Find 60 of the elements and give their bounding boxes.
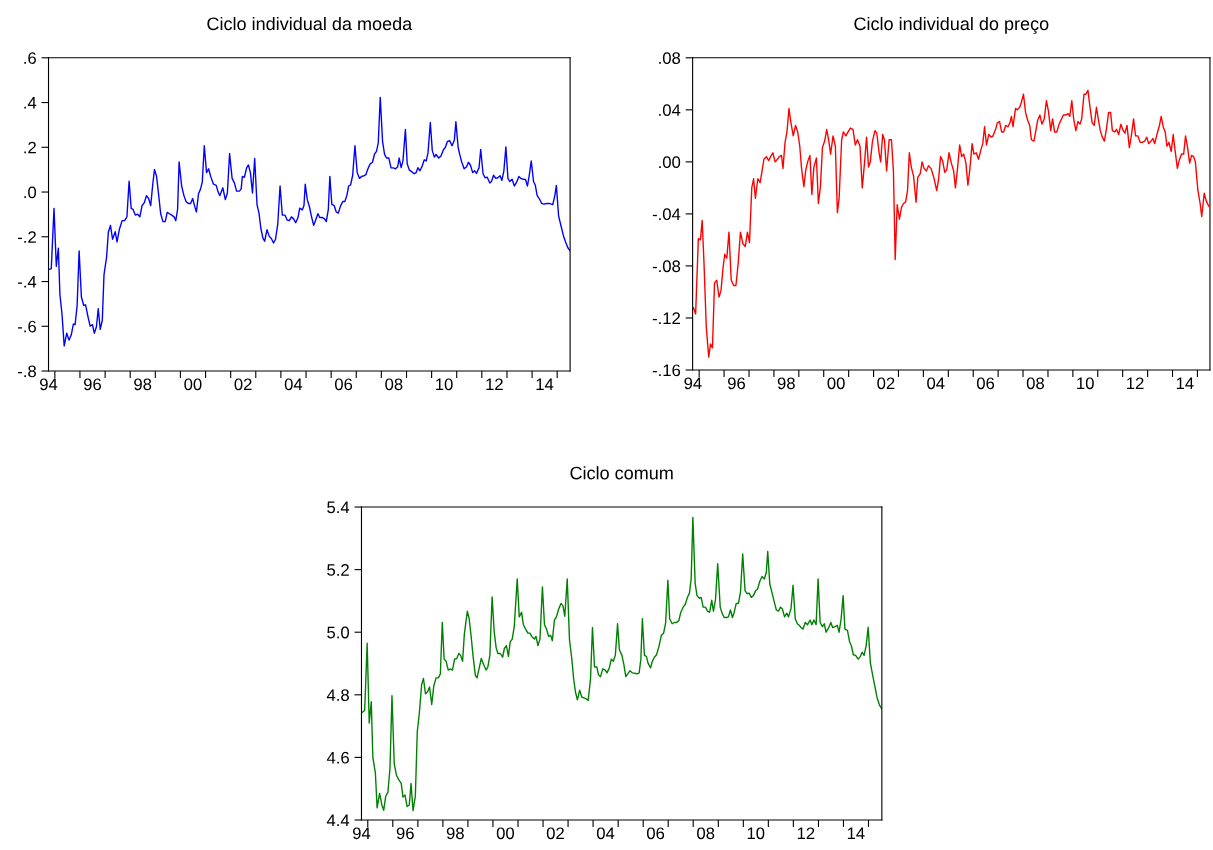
y-tick-label: 5.2 bbox=[327, 564, 349, 576]
x-tick-label: 06 bbox=[334, 378, 353, 391]
x-tick-label: 08 bbox=[385, 378, 403, 391]
x-tick-label: 96 bbox=[83, 378, 101, 391]
x-tick-label: 04 bbox=[927, 377, 945, 390]
y-tick-label: 5.0 bbox=[327, 626, 350, 639]
y-tick-label: 4.4 bbox=[326, 814, 350, 827]
x-tick-label: 02 bbox=[877, 377, 895, 390]
x-tick-label: 94 bbox=[684, 377, 702, 390]
x-tick-label: 94 bbox=[40, 378, 58, 391]
x-tick-label: 06 bbox=[976, 377, 995, 390]
x-tick-label: 96 bbox=[396, 827, 414, 840]
x-tick-label: 98 bbox=[777, 377, 795, 390]
chart-title: Ciclo individual do preço bbox=[854, 16, 1049, 34]
x-tick-label: 00 bbox=[496, 827, 515, 840]
x-tick-label: 94 bbox=[352, 827, 371, 840]
x-tick-label: 06 bbox=[646, 827, 665, 840]
x-tick-label: 96 bbox=[727, 377, 746, 390]
x-tick-label: 10 bbox=[1077, 377, 1094, 390]
x-tick-label: 10 bbox=[436, 378, 453, 391]
x-tick-label: 14 bbox=[1176, 377, 1194, 390]
y-tick-label: -.6 bbox=[18, 320, 36, 333]
y-tick-label: -.16 bbox=[652, 364, 681, 377]
x-tick-label: 02 bbox=[546, 827, 564, 840]
x-tick-label: 98 bbox=[134, 378, 152, 391]
x-tick-label: 04 bbox=[596, 827, 615, 840]
x-tick-label: 12 bbox=[486, 378, 503, 391]
x-tick-label: 12 bbox=[1127, 377, 1144, 390]
x-tick-label: 14 bbox=[847, 827, 865, 840]
x-tick-label: 08 bbox=[697, 827, 715, 840]
y-tick-label: 5.4 bbox=[327, 501, 350, 514]
chart-title: Ciclo individual da moeda bbox=[207, 16, 413, 31]
y-tick-label: -.8 bbox=[18, 365, 36, 378]
line-series bbox=[692, 89, 1210, 358]
x-tick-label: 14 bbox=[536, 378, 554, 391]
y-tick-label: -.4 bbox=[18, 276, 37, 288]
x-tick-label: 00 bbox=[827, 377, 845, 390]
y-tick-label: .00 bbox=[659, 156, 681, 169]
y-tick-label: .6 bbox=[24, 52, 36, 64]
y-tick-label: .08 bbox=[659, 52, 681, 64]
y-tick-label: -.04 bbox=[652, 208, 681, 221]
x-tick-label: 08 bbox=[1026, 377, 1044, 390]
x-tick-label: 04 bbox=[284, 378, 303, 391]
y-tick-label: .4 bbox=[24, 97, 37, 109]
x-tick-label: 10 bbox=[747, 827, 765, 840]
chart-title: Ciclo comum bbox=[570, 466, 673, 480]
y-tick-label: -.08 bbox=[652, 260, 681, 273]
x-tick-label: 12 bbox=[797, 827, 815, 840]
y-tick-label: .0 bbox=[24, 186, 37, 199]
y-tick-label: -.2 bbox=[18, 231, 36, 243]
y-tick-label: -.12 bbox=[652, 312, 680, 325]
y-tick-label: .04 bbox=[659, 104, 681, 117]
x-tick-label: 00 bbox=[184, 378, 202, 391]
y-tick-label: 4.8 bbox=[326, 689, 349, 702]
y-tick-label: .2 bbox=[24, 141, 36, 154]
x-tick-label: 02 bbox=[234, 378, 252, 391]
y-tick-label: 4.6 bbox=[326, 751, 349, 764]
line-series bbox=[48, 96, 571, 347]
x-tick-label: 98 bbox=[446, 827, 464, 840]
line-series bbox=[361, 516, 882, 812]
